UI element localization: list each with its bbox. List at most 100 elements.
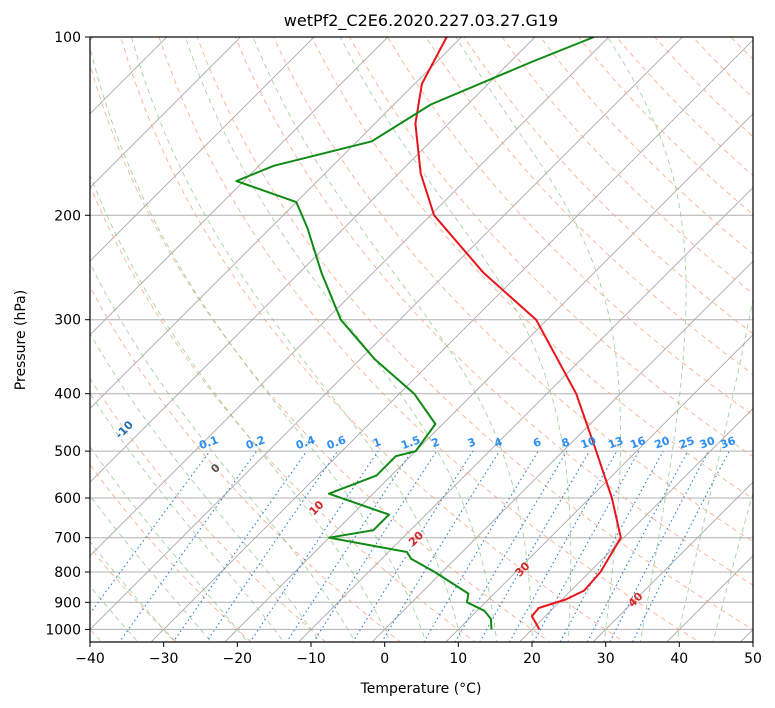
y-tick-label: 600 [54, 491, 81, 507]
mixing-ratio-label: 1 [371, 435, 383, 450]
dry-adiabat-30 [120, 37, 626, 642]
moist-adiabat-40 [676, 296, 753, 642]
moist-adiabat--25 [90, 494, 212, 642]
moist-adiabat--10 [90, 332, 321, 642]
dry-adiabat-0 [90, 285, 402, 642]
dry-adiabat-10 [90, 184, 476, 642]
y-tick-label: 300 [54, 313, 81, 329]
mixing-ratio-line-30 [609, 450, 709, 642]
moist-adiabats [90, 37, 753, 642]
mixing-ratio-label: 16 [628, 434, 647, 452]
x-tick-label: −10 [296, 651, 326, 667]
chart-title: wetPf2_C2E6.2020.227.03.27.G19 [284, 11, 558, 31]
mixing-ratio-line-10 [479, 450, 591, 642]
plot-frame [89, 36, 754, 643]
dry-adiabat-100 [387, 37, 753, 416]
x-tick-label: 10 [449, 651, 467, 667]
dry-adiabat-120 [463, 37, 753, 335]
moist-adiabat-20 [252, 37, 533, 642]
dry-adiabat-40 [158, 37, 701, 642]
isotherm--90 [90, 37, 315, 262]
plot-background [90, 37, 753, 642]
mixing-ratio-line-0.4 [172, 450, 308, 642]
mixing-ratio-label: 0.6 [325, 433, 348, 452]
x-tick-label: −40 [75, 651, 105, 667]
mixing-ratio-lines [90, 450, 730, 642]
mixing-ratio-line-6 [423, 450, 539, 642]
y-tick-label: 900 [54, 595, 81, 611]
x-axis-title: Temperature (°C) [360, 681, 482, 697]
mixing-ratio-label: 30 [698, 434, 717, 452]
isotherm--80 [90, 37, 389, 336]
mixing-ratio-label: 3 [466, 435, 478, 450]
mixing-ratio-label: 6 [531, 435, 543, 450]
mixing-ratio-label: 4 [492, 435, 504, 450]
mixing-ratio-line-13 [508, 450, 618, 642]
isobar-grid [90, 37, 753, 630]
mixing-ratio-label: 20 [653, 434, 672, 452]
mixing-ratio-line-8 [454, 450, 568, 642]
mixing-ratio-label: 36 [719, 434, 738, 452]
x-tick-label: 30 [597, 651, 615, 667]
mixing-ratio-label: 2 [430, 435, 442, 450]
isotherm-0 [371, 260, 753, 642]
dry-adiabat-70 [272, 37, 753, 543]
dry-adiabat-label: -20 [33, 386, 56, 409]
y-tick-label: 200 [54, 208, 81, 224]
moist-adiabat-5 [90, 45, 427, 642]
temperature-profile-line [414, 37, 622, 630]
dewpoint-profile-line [235, 37, 595, 630]
y-tick-label: 100 [54, 30, 81, 46]
y-tick-label: 500 [54, 444, 81, 460]
dry-adiabat-80 [311, 37, 753, 500]
profile-lines [235, 37, 622, 630]
y-axis: 100 200 300 400 500 600 700 800 900 1000 [45, 30, 90, 638]
mixing-ratio-label: 0.1 [197, 433, 220, 452]
y-tick-label: 700 [54, 531, 81, 547]
x-tick-label: 40 [670, 651, 688, 667]
moist-adiabat--5 [90, 262, 356, 642]
plot-area: -100-90-80-70-60-50-40-30-20-10010203040… [33, 37, 753, 642]
mixing-ratio-label: 13 [606, 434, 625, 451]
moist-adiabat-45 [712, 491, 753, 642]
moist-adiabat-0 [90, 173, 392, 642]
mixing-ratio-line-36 [631, 450, 730, 642]
x-tick-label: 50 [744, 651, 762, 667]
x-tick-label: 20 [523, 651, 541, 667]
isotherm--50 [90, 37, 610, 557]
mixing-ratio-label: 0.2 [244, 433, 267, 452]
dry-adiabats [90, 37, 753, 642]
mixing-ratio-label: 10 [579, 434, 598, 452]
mixing-ratio-line-16 [533, 450, 640, 642]
isotherm--30 [150, 39, 753, 642]
x-tick-label: −20 [223, 651, 253, 667]
mixing-ratio-line-2 [312, 450, 438, 642]
isotherm--70 [90, 37, 463, 410]
moist-adiabat-10 [131, 37, 462, 642]
x-axis: −40 −30 −20 −10 0 10 20 30 40 50 [75, 642, 762, 667]
y-tick-label: 1000 [45, 622, 81, 638]
mixing-ratio-label: 1.5 [399, 433, 422, 452]
mixing-ratio-label: 0.4 [294, 433, 317, 452]
mixing-ratio-line-20 [559, 450, 664, 642]
dry-adiabat--10 [90, 377, 327, 642]
isotherm--100 [90, 37, 242, 189]
dry-adiabat-60 [234, 37, 753, 586]
x-tick-label: −30 [149, 651, 179, 667]
y-axis-title: Pressure (hPa) [13, 290, 29, 390]
x-tick-label: 0 [380, 651, 389, 667]
y-tick-label: 800 [54, 565, 81, 581]
dry-adiabat--20 [90, 463, 252, 642]
dry-adiabat-20 [90, 62, 551, 642]
isotherm-30 [592, 481, 753, 642]
mixing-ratio-line-4 [380, 450, 500, 642]
y-tick-label: 400 [54, 387, 81, 403]
isotherm--10 [297, 186, 753, 642]
isotherm--40 [90, 37, 684, 631]
isotherm--60 [90, 37, 536, 483]
dry-adiabat-50 [196, 37, 753, 630]
mixing-ratio-label: 8 [560, 435, 572, 450]
dry-adiabat-90 [349, 37, 753, 458]
mixing-ratio-line-25 [586, 450, 689, 642]
